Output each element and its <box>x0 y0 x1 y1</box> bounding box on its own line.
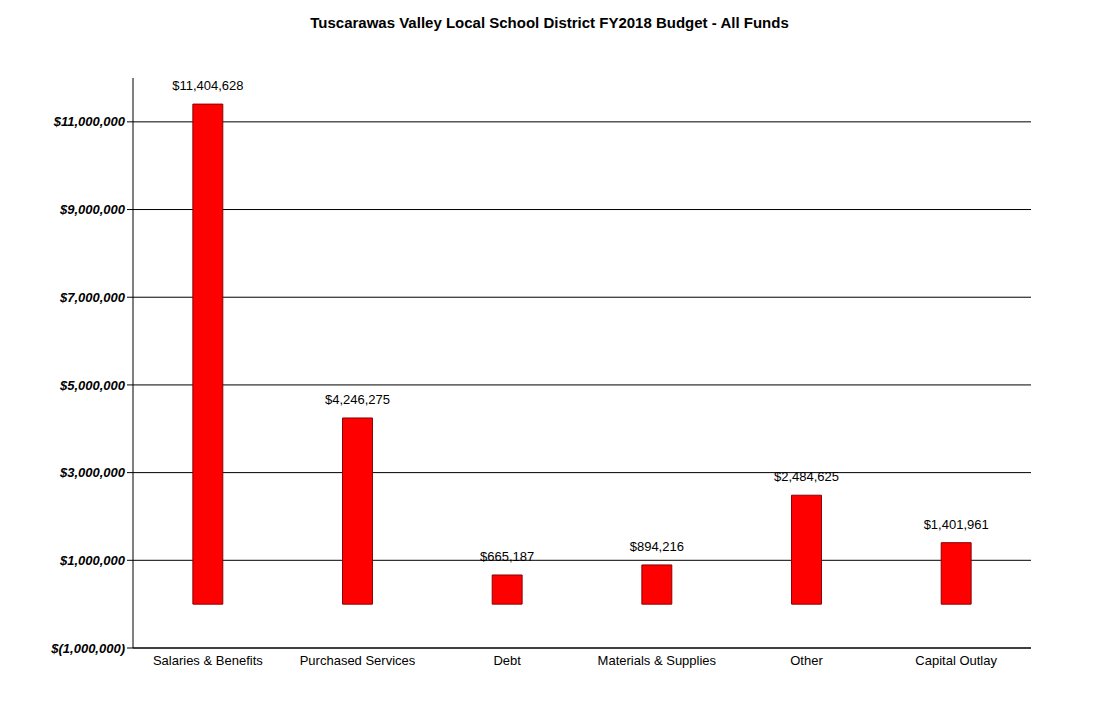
svg-text:Other: Other <box>790 653 823 668</box>
svg-text:Salaries & Benefits: Salaries & Benefits <box>153 653 263 668</box>
svg-text:$11,000,000: $11,000,000 <box>53 114 126 129</box>
svg-text:$4,246,275: $4,246,275 <box>325 392 390 407</box>
svg-text:$9,000,000: $9,000,000 <box>59 202 126 217</box>
svg-text:$2,484,625: $2,484,625 <box>774 469 839 484</box>
svg-text:Debt: Debt <box>493 653 521 668</box>
svg-text:Purchased Services: Purchased Services <box>300 653 416 668</box>
svg-text:$1,401,961: $1,401,961 <box>924 517 989 532</box>
svg-text:$(1,000,000): $(1,000,000) <box>50 641 125 656</box>
svg-text:$11,404,628: $11,404,628 <box>172 78 243 93</box>
svg-text:$7,000,000: $7,000,000 <box>59 290 126 305</box>
svg-text:$665,187: $665,187 <box>480 549 534 564</box>
svg-text:Capital Outlay: Capital Outlay <box>915 653 997 668</box>
svg-text:$3,000,000: $3,000,000 <box>59 465 126 480</box>
svg-text:$894,216: $894,216 <box>630 539 684 554</box>
svg-text:$5,000,000: $5,000,000 <box>59 378 126 393</box>
svg-text:$1,000,000: $1,000,000 <box>59 553 126 568</box>
svg-text:Materials & Supplies: Materials & Supplies <box>598 653 717 668</box>
html-text:Tuscarawas Valley Local School: Tuscarawas Valley Local School District … <box>310 14 789 31</box>
